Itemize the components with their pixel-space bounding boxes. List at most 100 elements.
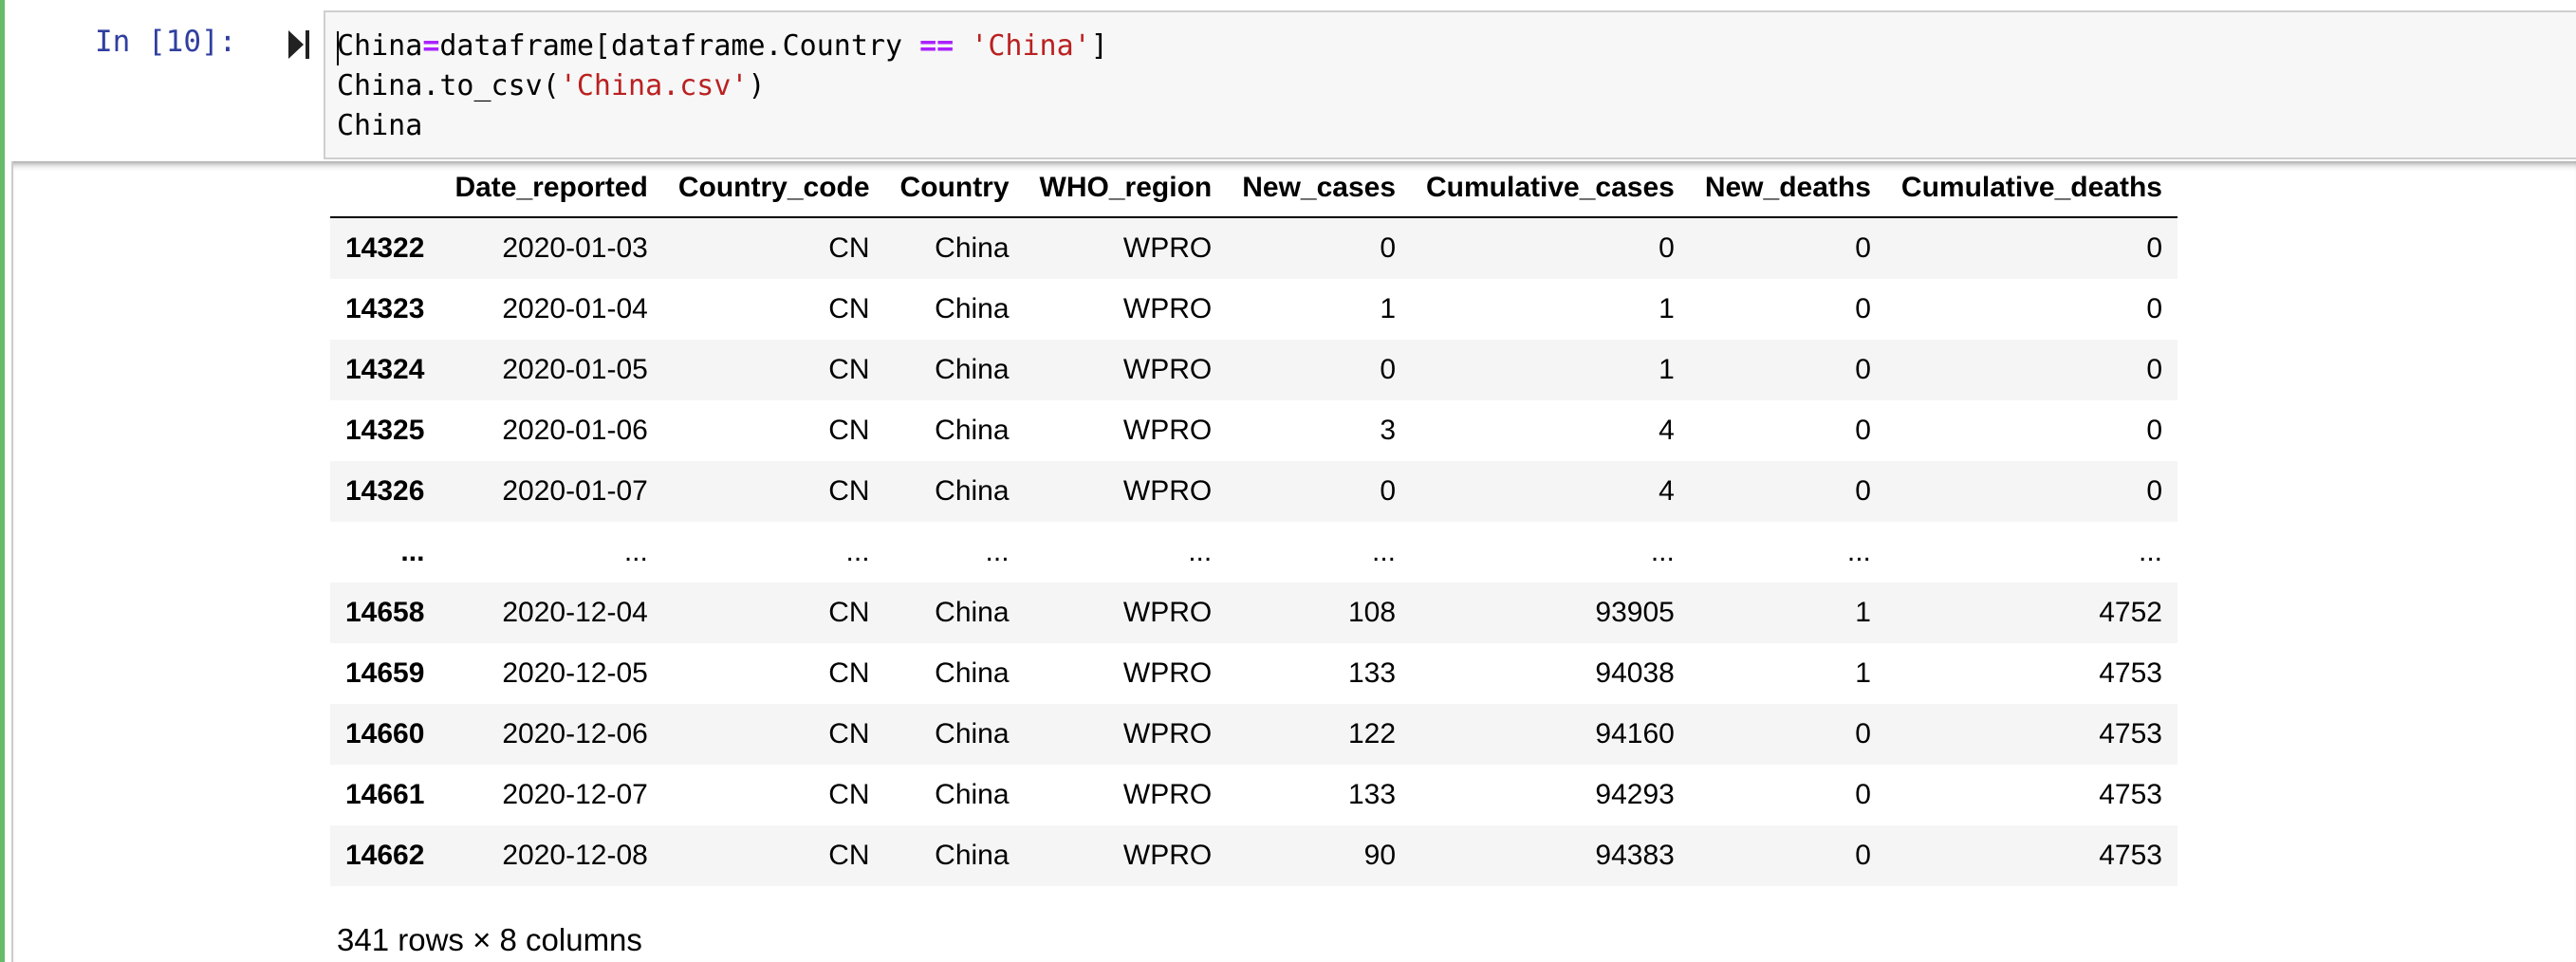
table-cell: 0 [2146, 354, 2162, 385]
table-cell: CN [828, 718, 870, 749]
table-cell: 2020-12-08 [502, 840, 648, 871]
table-cell: 94038 [1595, 657, 1675, 689]
table-cell: China [935, 415, 1010, 446]
column-header: WHO_region [1024, 159, 1228, 218]
row-index: ... [400, 536, 425, 567]
table-cell: 2020-12-05 [502, 657, 648, 689]
code-line-2: China.to_csv('China.csv') [337, 69, 766, 102]
table-cell: 94293 [1595, 779, 1675, 810]
index-header [330, 159, 440, 218]
table-cell: 94160 [1595, 718, 1675, 749]
table-cell: ... [623, 536, 648, 567]
table-row: 14325 2020-01-06 CN China WPRO 3 4 0 0 [330, 400, 2178, 461]
table-cell: 0 [1380, 232, 1397, 264]
table-cell: 4753 [2099, 718, 2162, 749]
table-cell: WPRO [1122, 718, 1213, 749]
table-row: 14662 2020-12-08 CN China WPRO 90 94383 0 4753 [330, 825, 2178, 886]
table-cell: CN [828, 354, 870, 385]
table-cell: 90 [1363, 840, 1397, 871]
table-cell: ... [1650, 536, 1675, 567]
table-cell: 122 [1347, 718, 1397, 749]
table-cell: ... [2138, 536, 2162, 567]
table-cell: 4 [1659, 475, 1675, 507]
table-cell: 1 [1659, 354, 1675, 385]
table-cell: 2020-01-03 [502, 232, 648, 264]
table-cell: 94383 [1595, 840, 1675, 871]
table-cell: WPRO [1122, 354, 1213, 385]
table-row: ........................... [330, 522, 2178, 583]
run-cell-icon[interactable] [287, 28, 311, 61]
table-cell: 4753 [2099, 840, 2162, 871]
table-cell: China [935, 475, 1010, 507]
row-index: 14660 [345, 718, 425, 749]
table-cell: 1 [1380, 293, 1397, 324]
row-index: 14661 [345, 779, 425, 810]
table-row: 14658 2020-12-04 CN China WPRO 108 93905 1 4752 [330, 583, 2178, 643]
table-cell: 0 [2146, 415, 2162, 446]
row-index: 14325 [345, 415, 425, 446]
table-cell: 4753 [2099, 779, 2162, 810]
table-cell: 3 [1380, 415, 1397, 446]
row-index: 14322 [345, 232, 425, 264]
table-cell: 0 [1855, 475, 1871, 507]
table-cell: CN [828, 232, 870, 264]
dataframe-table: Date_reported Country_code Country WHO_regi… [330, 159, 2178, 886]
code-editor[interactable]: China=dataframe[dataframe.Country == 'Ch… [324, 10, 2576, 159]
table-cell: 0 [1855, 354, 1871, 385]
table-cell: CN [828, 475, 870, 507]
table-row: 14323 2020-01-04 CN China WPRO 1 1 0 0 [330, 279, 2178, 340]
row-index: 14326 [345, 475, 425, 507]
code-line-1: China=dataframe[dataframe.Country == 'Ch… [337, 29, 1108, 63]
table-cell: 2020-01-06 [502, 415, 648, 446]
table-cell: China [935, 232, 1010, 264]
table-cell: 1 [1855, 657, 1871, 689]
output-area[interactable] [11, 161, 2576, 962]
table-cell: 0 [1855, 840, 1871, 871]
column-header: New_deaths [1689, 159, 1886, 218]
table-cell: WPRO [1122, 840, 1213, 871]
table-cell: China [935, 779, 1010, 810]
table-cell: China [935, 354, 1010, 385]
table-cell: CN [828, 415, 870, 446]
table-cell: CN [828, 657, 870, 689]
table-header-row: Date_reported Country_code Country WHO_regi… [330, 159, 2178, 218]
table-cell: China [935, 718, 1010, 749]
dataframe-shape-note: 341 rows × 8 columns [337, 922, 642, 957]
table-cell: 0 [2146, 475, 2162, 507]
table-cell: 4753 [2099, 657, 2162, 689]
table-cell: ... [845, 536, 870, 567]
table-cell: WPRO [1122, 293, 1213, 324]
table-cell: WPRO [1122, 475, 1213, 507]
table-cell: 2020-12-04 [502, 597, 648, 628]
table-cell: 2020-01-07 [502, 475, 648, 507]
table-cell: ... [1188, 536, 1213, 567]
column-header: Cumulative_deaths [1885, 159, 2178, 218]
table-cell: ... [1372, 536, 1397, 567]
table-cell: 1 [1855, 597, 1871, 628]
table-cell: 0 [1380, 475, 1397, 507]
table-row: 14324 2020-01-05 CN China WPRO 0 1 0 0 [330, 340, 2178, 400]
column-header: Cumulative_cases [1411, 159, 1690, 218]
table-cell: 93905 [1595, 597, 1675, 628]
table-cell: WPRO [1122, 232, 1213, 264]
table-cell: 0 [2146, 232, 2162, 264]
row-index: 14662 [345, 840, 425, 871]
table-cell: 133 [1347, 657, 1397, 689]
row-index: 14659 [345, 657, 425, 689]
code-line-3: China [337, 109, 423, 142]
column-header: Country_code [662, 159, 885, 218]
table-cell: 4752 [2099, 597, 2162, 628]
table-row: 14660 2020-12-06 CN China WPRO 122 94160 0 4753 [330, 704, 2178, 765]
table-cell: 2020-12-07 [502, 779, 648, 810]
column-header: Country [884, 159, 1025, 218]
table-cell: 133 [1347, 779, 1397, 810]
table-cell: 2020-12-06 [502, 718, 648, 749]
table-cell: China [935, 597, 1010, 628]
table-cell: 0 [2146, 293, 2162, 324]
row-index: 14323 [345, 293, 425, 324]
table-cell: 0 [1855, 779, 1871, 810]
table-cell: CN [828, 840, 870, 871]
table-cell: 1 [1659, 293, 1675, 324]
table-cell: 108 [1347, 597, 1397, 628]
